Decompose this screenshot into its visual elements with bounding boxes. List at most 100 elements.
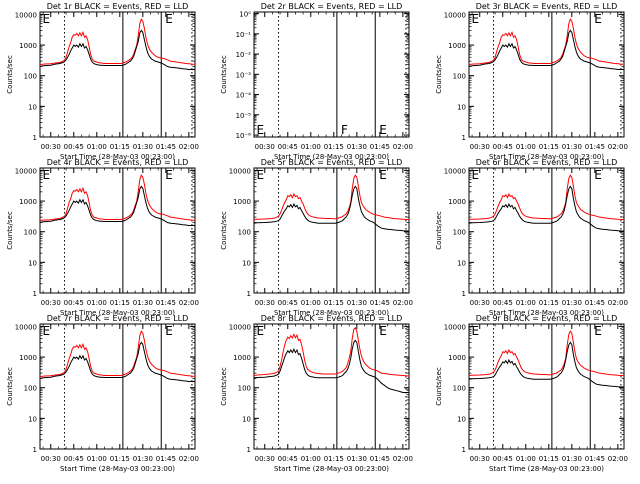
det-2r-marker-label: F [341, 123, 348, 137]
det-8r-x-tick-label: 01:30 [347, 455, 367, 463]
det-2r-xlabel: Start Time (28-May-03 00:23:00) [274, 153, 389, 161]
det-1r-x-tick-label: 02:00 [179, 143, 199, 151]
det-6r-y-tick-label: 1 [462, 290, 466, 298]
det-9r-y-tick-label: 1 [462, 446, 466, 454]
det-9r-y-tick-label: 100 [453, 385, 466, 393]
det-6r-ylabel: Counts/sec [435, 211, 443, 250]
det-2r-x-tick-label: 01:00 [301, 143, 321, 151]
det-4r-x-tick-label: 00:45 [64, 299, 84, 307]
det-8r-frame [253, 323, 410, 450]
det-8r-events-series [253, 339, 409, 393]
det-4r-y-tick-label: 1000 [19, 198, 37, 206]
det-7r-y-tick-label: 10000 [15, 323, 37, 331]
det-3r-y-tick-label: 100 [453, 73, 466, 81]
det-7r-events-series [39, 341, 195, 382]
det-9r-x-tick-label: 01:45 [585, 455, 605, 463]
det-5r-x-tick-label: 01:00 [301, 299, 321, 307]
det-4r-y-tick-label: 10000 [15, 167, 37, 175]
det-8r-x-tick-label: 01:00 [301, 455, 321, 463]
det-9r-x-tick-label: 01:00 [516, 455, 536, 463]
det-3r-xlabel: Start Time (28-May-03 00:23:00) [489, 153, 604, 161]
det-1r-x-tick-label: 00:45 [64, 143, 84, 151]
det-3r-panel: Det 3r BLACK = Events, RED = LLD 1 10 100 10… [435, 2, 628, 161]
det-3r-events-series [468, 29, 624, 70]
det-2r-ylabel: Counts/sec [220, 55, 228, 94]
det-1r-ylabel: Counts/sec [6, 55, 14, 94]
det-9r-title: Det 9r BLACK = Events, RED = LLD [476, 314, 618, 323]
det-6r-x-tick-label: 01:00 [516, 299, 536, 307]
det-1r-title: Det 1r BLACK = Events, RED = LLD [47, 2, 189, 11]
det-4r-title: Det 4r BLACK = Events, RED = LLD [47, 158, 189, 167]
det-3r-y-tick-label: 1 [462, 134, 466, 142]
det-4r-x-tick-label: 01:00 [87, 299, 107, 307]
det-2r-x-tick-label: 02:00 [393, 143, 413, 151]
det-2r-y-tick-label: 10⁰ [239, 11, 251, 19]
det-1r-y-tick-label: 1000 [19, 42, 37, 50]
det-9r-x-tick-label: 00:45 [493, 455, 513, 463]
det-2r-x-tick-label: 01:45 [370, 143, 390, 151]
det-2r-y-tick-label: 10⁻² [236, 51, 252, 59]
det-7r-y-tick-label: 1000 [19, 354, 37, 362]
det-4r-y-tick-label: 100 [24, 229, 37, 237]
det-9r-lld-series [468, 330, 624, 376]
det-4r-frame [39, 167, 196, 294]
det-1r-xlabel: Start Time (28-May-03 00:23:00) [60, 153, 175, 161]
det-1r-y-tick-label: 10 [28, 103, 37, 111]
det-2r-y-tick-label: 10⁻¹ [236, 31, 252, 39]
det-7r-panel: Det 7r BLACK = Events, RED = LLD 1 10 100 10… [6, 314, 199, 473]
det-5r-x-tick-label: 00:45 [278, 299, 298, 307]
det-9r-events-series [468, 341, 625, 388]
det-3r-x-tick-label: 01:15 [539, 143, 559, 151]
det-3r-x-tick-label: 00:45 [493, 143, 513, 151]
det-3r-x-tick-label: 01:00 [516, 143, 536, 151]
det-9r-x-tick-label: 01:15 [539, 455, 559, 463]
det-7r-x-tick-label: 01:00 [87, 455, 107, 463]
det-7r-y-tick-label: 100 [24, 385, 37, 393]
det-6r-title: Det 6r BLACK = Events, RED = LLD [476, 158, 618, 167]
det-8r-x-tick-label: 01:45 [370, 455, 390, 463]
det-6r-events-series [468, 185, 625, 232]
det-4r-x-tick-label: 02:00 [179, 299, 199, 307]
det-5r-y-tick-label: 1000 [233, 198, 251, 206]
det-1r-x-tick-label: 01:15 [110, 143, 130, 151]
det-7r-x-tick-label: 00:30 [41, 455, 61, 463]
det-4r-x-tick-label: 01:15 [110, 299, 130, 307]
det-7r-title: Det 7r BLACK = Events, RED = LLD [47, 314, 189, 323]
det-3r-frame [468, 11, 625, 138]
det-3r-marker-label: E [472, 12, 480, 26]
det-2r-x-tick-label: 00:30 [255, 143, 275, 151]
det-6r-x-tick-label: 01:15 [539, 299, 559, 307]
det-9r-marker-label: E [472, 324, 480, 338]
det-9r-ylabel: Counts/sec [435, 367, 443, 406]
det-7r-frame [39, 323, 196, 450]
det-7r-x-tick-label: 01:15 [110, 455, 130, 463]
det-2r-y-tick-label: 10⁻⁶ [236, 132, 252, 140]
det-4r-y-tick-label: 1 [33, 290, 37, 298]
det-3r-x-tick-label: 01:30 [562, 143, 582, 151]
det-8r-x-tick-label: 02:00 [393, 455, 413, 463]
det-5r-x-tick-label: 01:30 [347, 299, 367, 307]
det-2r-x-tick-label: 01:15 [324, 143, 344, 151]
det-3r-x-tick-label: 00:30 [470, 143, 490, 151]
det-4r-x-tick-label: 01:45 [156, 299, 176, 307]
det-2r-x-tick-label: 00:45 [278, 143, 298, 151]
det-8r-y-tick-label: 10 [242, 415, 251, 423]
det-1r-x-tick-label: 01:45 [156, 143, 176, 151]
det-8r-y-tick-label: 1000 [233, 354, 251, 362]
det-6r-x-tick-label: 00:30 [470, 299, 490, 307]
det-4r-marker-label: E [165, 168, 173, 182]
det-9r-y-tick-label: 10 [457, 415, 466, 423]
det-5r-title: Det 5r BLACK = Events, RED = LLD [261, 158, 403, 167]
det-2r-marker-label: E [257, 123, 265, 137]
det-1r-x-tick-label: 00:30 [41, 143, 61, 151]
det-6r-xlabel: Start Time (28-May-03 00:23:00) [489, 309, 604, 317]
det-8r-marker-label: E [379, 324, 387, 338]
det-6r-x-tick-label: 02:00 [608, 299, 628, 307]
det-5r-y-tick-label: 10 [242, 259, 251, 267]
det-8r-ylabel: Counts/sec [220, 367, 228, 406]
det-5r-y-tick-label: 1 [247, 290, 251, 298]
det-9r-x-tick-label: 00:30 [470, 455, 490, 463]
det-9r-marker-label: E [594, 324, 602, 338]
det-1r-marker-label: E [165, 12, 173, 26]
det-9r-panel: Det 9r BLACK = Events, RED = LLD 1 10 100 10… [435, 314, 628, 473]
